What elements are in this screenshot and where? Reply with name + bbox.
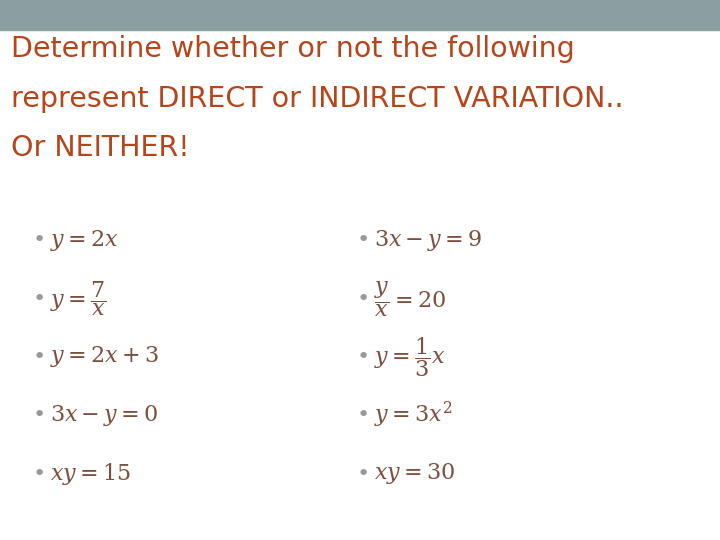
Text: Determine whether or not the following: Determine whether or not the following — [11, 35, 575, 63]
Text: $xy = 15$: $xy = 15$ — [50, 461, 131, 487]
Text: •: • — [32, 230, 45, 251]
Text: •: • — [356, 347, 369, 367]
Text: •: • — [32, 288, 45, 309]
Text: •: • — [32, 463, 45, 484]
Text: $\dfrac{y}{x} = 20$: $\dfrac{y}{x} = 20$ — [374, 279, 446, 319]
Text: $y = 2x + 3$: $y = 2x + 3$ — [50, 345, 159, 369]
Text: $3x - y = 9$: $3x - y = 9$ — [374, 228, 482, 253]
Text: •: • — [356, 463, 369, 484]
Text: represent DIRECT or INDIRECT VARIATION..: represent DIRECT or INDIRECT VARIATION.. — [11, 85, 624, 113]
Text: $y = 2x$: $y = 2x$ — [50, 228, 120, 253]
Text: •: • — [356, 230, 369, 251]
Text: $xy = 30$: $xy = 30$ — [374, 461, 456, 486]
Text: $y = \dfrac{7}{x}$: $y = \dfrac{7}{x}$ — [50, 279, 107, 318]
Text: •: • — [32, 347, 45, 367]
Bar — [0, 0, 720, 30]
Text: $3x - y = 0$: $3x - y = 0$ — [50, 403, 158, 428]
Text: •: • — [32, 405, 45, 426]
Text: •: • — [356, 288, 369, 309]
Text: •: • — [356, 405, 369, 426]
Text: $y = 3x^2$: $y = 3x^2$ — [374, 400, 453, 430]
Text: Or NEITHER!: Or NEITHER! — [11, 134, 189, 163]
Text: $y = \dfrac{1}{3}x$: $y = \dfrac{1}{3}x$ — [374, 335, 446, 379]
